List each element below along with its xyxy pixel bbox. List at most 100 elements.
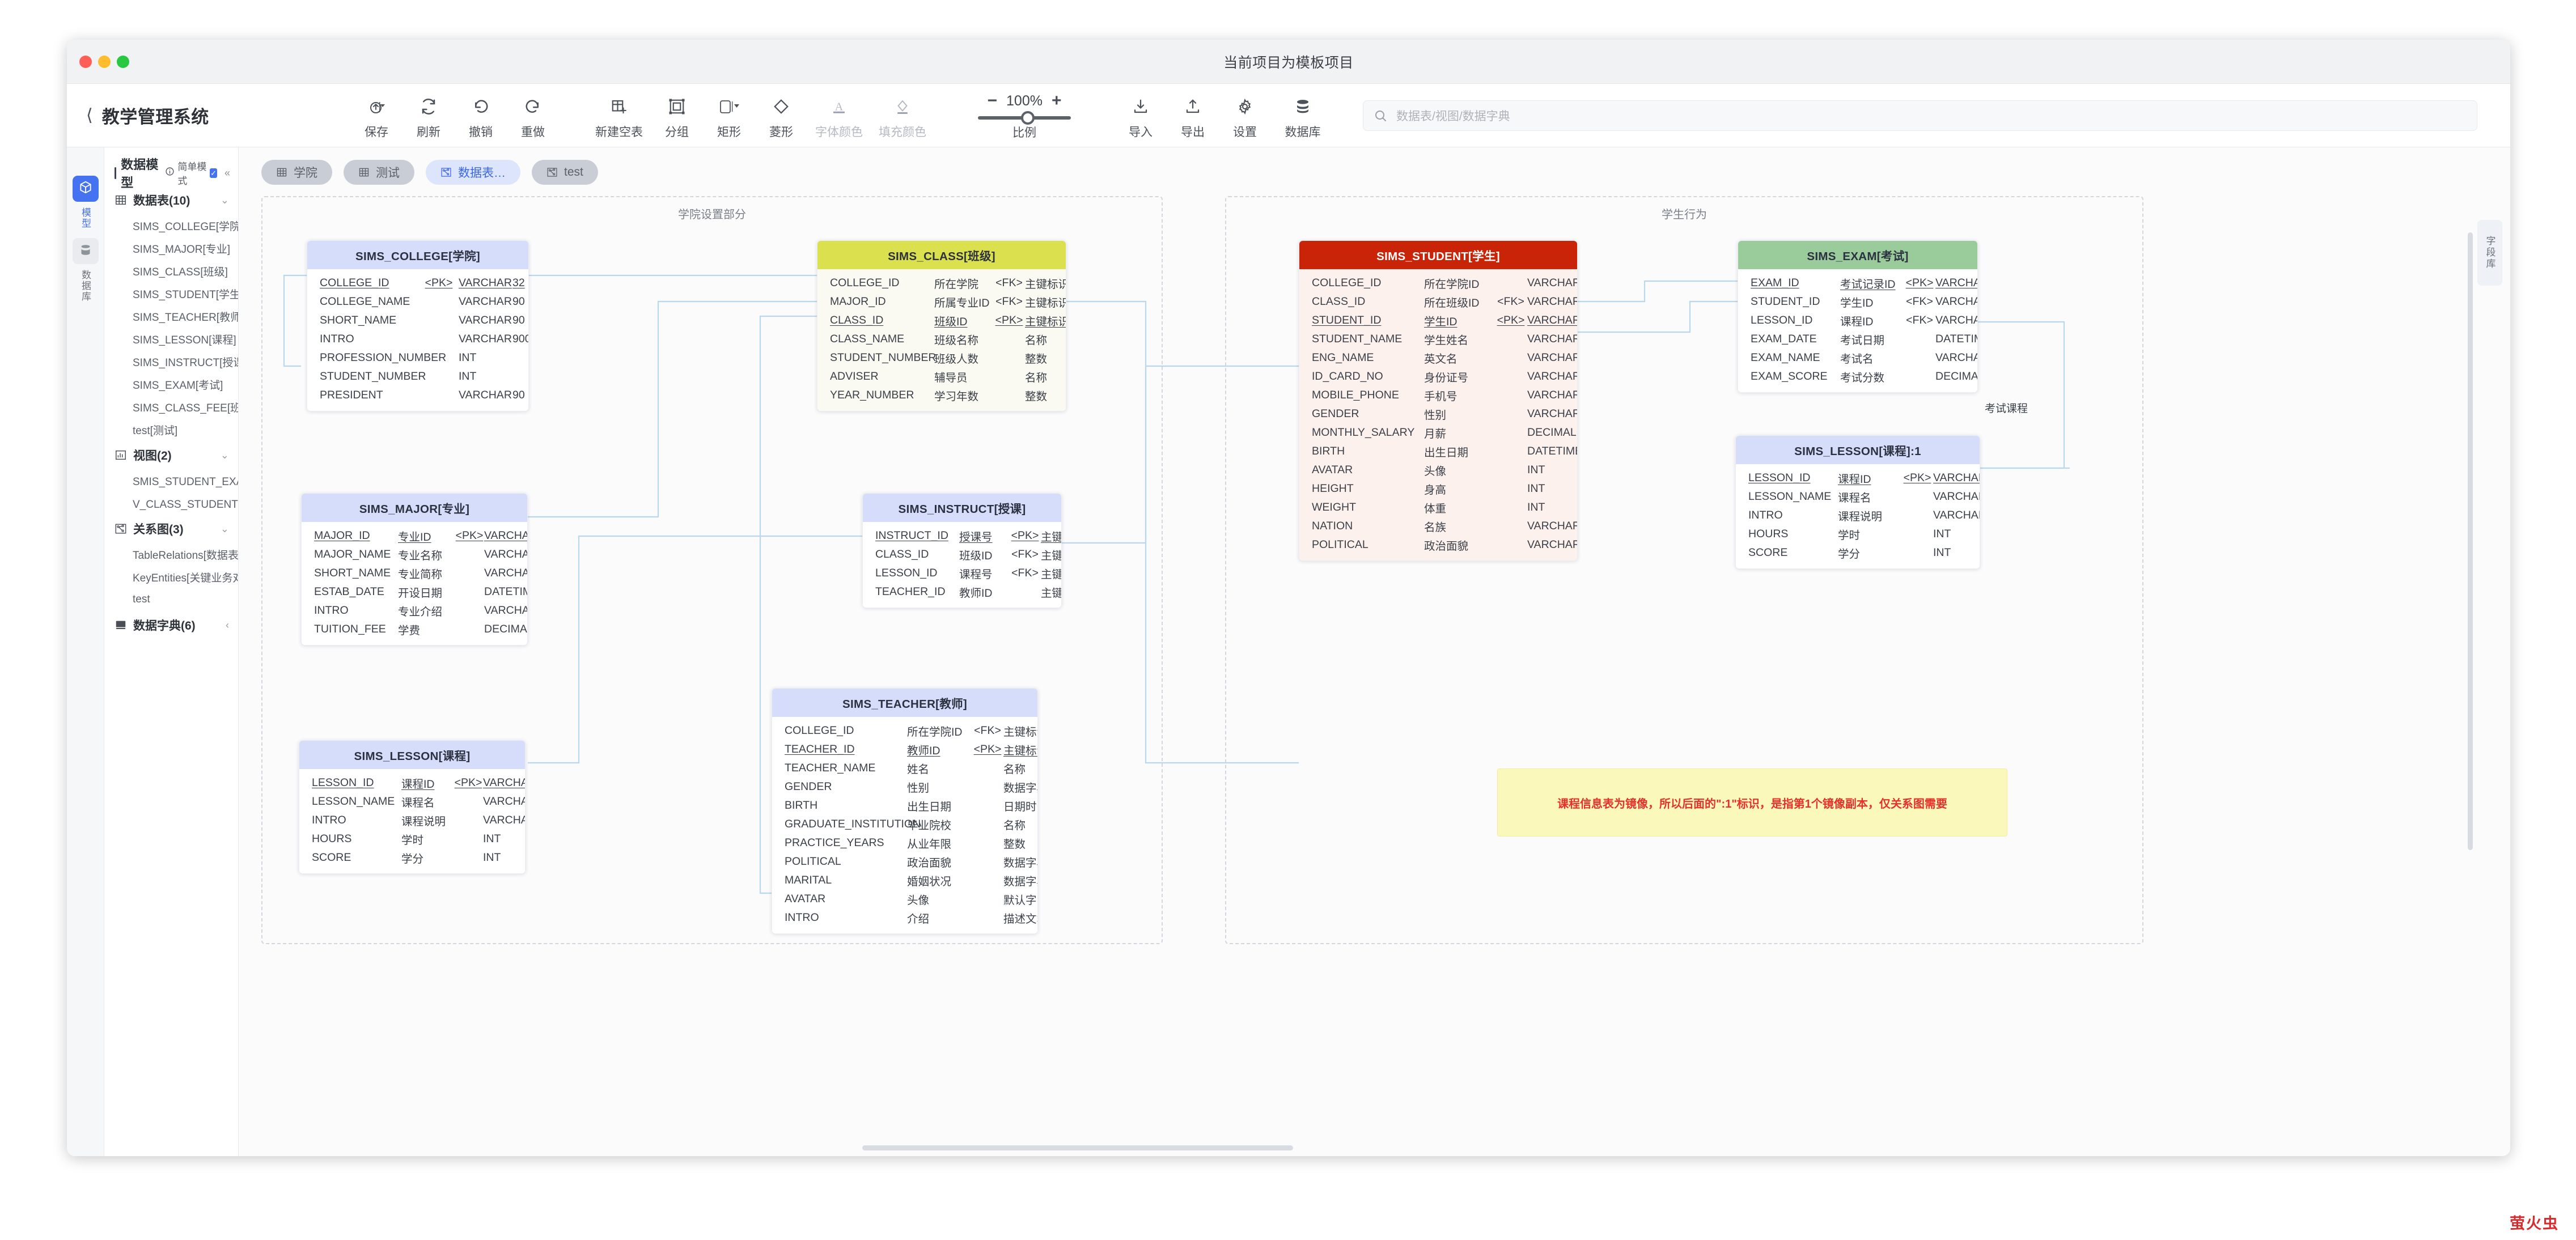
table-row[interactable]: BIRTH 出生日期 日期时间 — [772, 796, 1037, 815]
redo-button[interactable]: 重做 — [507, 91, 559, 140]
table-row[interactable]: INTRO课程说明VARCHAR900 — [1736, 506, 1980, 525]
table-row[interactable]: SCORE 学分 INT — [1736, 543, 1980, 562]
table-row[interactable]: AVATAR 头像 默认字串 — [772, 890, 1037, 908]
diagram-canvas[interactable]: 学院 测试 数据表… test — [239, 147, 2510, 1156]
double-chevron-left-icon[interactable]: « — [224, 167, 231, 179]
table-card-sims-lesson[interactable]: SIMS_LESSON[课程]LESSON_ID课程ID<PK>VARCHAR3… — [299, 740, 526, 874]
college-setup-group[interactable]: 学院设置部分 — [261, 196, 1163, 944]
table-row[interactable]: INSTRUCT_ID 授课号 <PK>主键标识 — [863, 526, 1061, 545]
table-row[interactable]: ADVISER 辅导员 名称 — [817, 367, 1066, 386]
table-row[interactable]: POLITICAL政治面貌VARCHAR32 — [1299, 536, 1577, 554]
table-row[interactable]: ESTAB_DATE 开设日期 DATETIME — [302, 583, 527, 601]
table-row[interactable]: AVATAR 头像 INT — [1299, 461, 1577, 479]
search-input[interactable]: 数据表/视图/数据字典 — [1363, 100, 2477, 131]
table-row[interactable]: MONTHLY_SALARY月薪DECIMAL24 — [1299, 423, 1577, 442]
zoom-control[interactable]: − 100% + 比例 — [959, 90, 1090, 141]
sidebar-item-key-entities[interactable]: KeyEntities[关键业务对象] — [133, 572, 238, 584]
table-row[interactable]: ENG_NAME英文名VARCHAR90 — [1299, 349, 1577, 367]
table-row[interactable]: INTRO专业介绍VARCHAR900 — [302, 601, 527, 620]
sidebar-item-sims-instruct[interactable]: SIMS_INSTRUCT[授课] — [133, 356, 239, 369]
table-row[interactable]: STUDENT_NAME学生姓名VARCHAR90 — [1299, 330, 1577, 349]
table-row[interactable]: COLLEGE_ID 所在学院ID <FK>主键标识 — [772, 721, 1037, 740]
sidebar-item-view-student-exam[interactable]: SMIS_STUDENT_EXAM[学生考试] — [133, 475, 238, 488]
table-row[interactable]: GENDER性别VARCHAR32 — [1299, 405, 1577, 423]
table-row[interactable]: EXAM_DATE 考试日期 DATETIME — [1738, 330, 1977, 349]
table-row[interactable]: POLITICAL 政治面貌 数据字典 — [772, 852, 1037, 871]
group-button[interactable]: 分组 — [651, 91, 703, 140]
table-row[interactable]: HOURS 学时 INT — [1736, 525, 1980, 543]
fill-color-button[interactable]: 填充颜色 — [871, 91, 934, 140]
table-row[interactable]: GRADUATE_INSTITUTION 毕业院校 名称 — [772, 815, 1037, 834]
zoom-slider-handle[interactable] — [1021, 111, 1035, 125]
table-row[interactable]: LESSON_ID 课程号 <FK>主键标识 — [863, 564, 1061, 583]
sidebar-item-sims-lesson[interactable]: SIMS_LESSON[课程] — [133, 334, 236, 346]
table-row[interactable]: COLLEGE_ID 所在学院 <FK> 主键标识 — [817, 274, 1066, 292]
sidebar-item-sims-teacher[interactable]: SIMS_TEACHER[教师] — [133, 311, 239, 324]
diamond-button[interactable]: 菱形 — [755, 91, 807, 140]
table-row[interactable]: CLASS_NAME 班级名称 名称 — [817, 330, 1066, 349]
table-row[interactable]: GENDER 性别 数据字典 — [772, 778, 1037, 796]
back-icon[interactable]: ⟨ — [86, 105, 93, 125]
table-card-sims-exam[interactable]: SIMS_EXAM[考试]EXAM_ID考试记录ID<PK>VARCHAR32S… — [1738, 240, 1978, 393]
mirror-note[interactable]: 课程信息表为镜像，所以后面的":1"标识，是指第1个镜像副本，仅关系图需要 — [1497, 768, 2007, 836]
table-row[interactable]: MARITAL 婚姻状况 数据字典 — [772, 871, 1037, 890]
table-row[interactable]: SCORE 学分 INT — [299, 848, 525, 867]
rectangle-button[interactable]: 矩形 — [703, 91, 755, 140]
zoom-out-button[interactable]: − — [987, 91, 998, 110]
table-row[interactable]: TUITION_FEE学费DECIMAL24 — [302, 620, 527, 639]
sidebar-group-tables[interactable]: 数据表(10) ⌄ — [104, 186, 238, 214]
table-row[interactable]: SHORT_NAME VARCHAR 90 — [307, 311, 528, 330]
window-controls[interactable] — [79, 56, 129, 68]
tab-test-relation[interactable]: test — [532, 160, 598, 185]
tab-relations[interactable]: 数据表… — [426, 160, 520, 185]
rail-item-database[interactable] — [72, 238, 99, 264]
table-row[interactable]: PRESIDENT VARCHAR 90 — [307, 386, 528, 405]
chevron-down-icon[interactable]: ⌄ — [220, 194, 229, 206]
simple-mode-toggle[interactable]: 简单模式 ✓ — [165, 159, 217, 187]
refresh-button[interactable]: 刷新 — [402, 91, 455, 140]
rail-item-model[interactable] — [72, 176, 99, 202]
sidebar-group-relations[interactable]: 关系图(3) ⌄ — [104, 515, 238, 543]
table-row[interactable]: YEAR_NUMBER 学习年数 整数 — [817, 386, 1066, 405]
vertical-scrollbar[interactable] — [2468, 232, 2473, 850]
new-table-button[interactable]: 新建空表 — [587, 91, 651, 140]
sidebar-item-sims-major[interactable]: SIMS_MAJOR[专业] — [133, 243, 231, 256]
table-row[interactable]: PROFESSION_NUMBER INT — [307, 349, 528, 367]
simple-mode-checkbox[interactable]: ✓ — [210, 168, 217, 178]
table-row[interactable]: STUDENT_NUMBER 班级人数 整数 — [817, 349, 1066, 367]
table-card-sims-class[interactable]: SIMS_CLASS[班级] COLLEGE_ID 所在学院 <FK> 主键标识 MAJO… — [817, 240, 1066, 411]
sidebar-item-table-relations[interactable]: TableRelations[数据表关系图] — [133, 549, 239, 562]
table-row[interactable]: SHORT_NAME专业简称VARCHAR90 — [302, 564, 527, 583]
table-row[interactable]: MAJOR_NAME专业名称VARCHAR90 — [302, 545, 527, 564]
table-row[interactable]: PRACTICE_YEARS 从业年限 整数 — [772, 834, 1037, 852]
table-card-sims-major[interactable]: SIMS_MAJOR[专业]MAJOR_ID专业ID<PK>VARCHAR32M… — [301, 493, 528, 646]
table-card-sims-teacher[interactable]: SIMS_TEACHER[教师] COLLEGE_ID 所在学院ID <FK>主键标识… — [772, 688, 1038, 934]
font-color-button[interactable]: A 字体颜色 — [807, 91, 871, 140]
diagram-board[interactable]: 学院设置部分 学生行为 SIMS_COLLEGE[学院] COLLEGE_ID <PK>… — [261, 196, 2490, 1137]
chevron-left-icon[interactable]: ‹ — [226, 619, 229, 631]
table-row[interactable]: EXAM_SCORE考试分数DECIMAL24 — [1738, 367, 1977, 386]
student-behavior-group[interactable]: 学生行为 — [1225, 196, 2143, 944]
field-library-dock[interactable]: 字段库 — [2477, 220, 2502, 286]
zoom-slider[interactable] — [978, 111, 1071, 125]
table-row[interactable]: NATION名族VARCHAR32 — [1299, 517, 1577, 536]
table-row[interactable]: STUDENT_NUMBER INT — [307, 367, 528, 386]
tab-test-table[interactable]: 测试 — [344, 160, 414, 185]
save-button[interactable]: 保存 — [350, 91, 402, 140]
sidebar-item-sims-class-fee[interactable]: SIMS_CLASS_FEE[班费] — [133, 402, 238, 414]
tab-college[interactable]: 学院 — [261, 160, 332, 185]
sidebar-item-sims-college[interactable]: SIMS_COLLEGE[学院] — [133, 220, 239, 233]
import-button[interactable]: 导入 — [1115, 91, 1167, 140]
table-row[interactable]: LESSON_NAME课程名VARCHAR90 — [299, 792, 525, 811]
chevron-down-icon[interactable]: ⌄ — [220, 523, 229, 534]
settings-button[interactable]: 设置 — [1219, 91, 1271, 140]
table-row[interactable]: TEACHER_NAME 姓名 名称 — [772, 759, 1037, 778]
table-row[interactable]: TEACHER_ID 教师ID 主键标识 — [863, 583, 1061, 601]
sidebar-group-dictionary[interactable]: 数据字典(6) ‹ — [104, 611, 238, 639]
